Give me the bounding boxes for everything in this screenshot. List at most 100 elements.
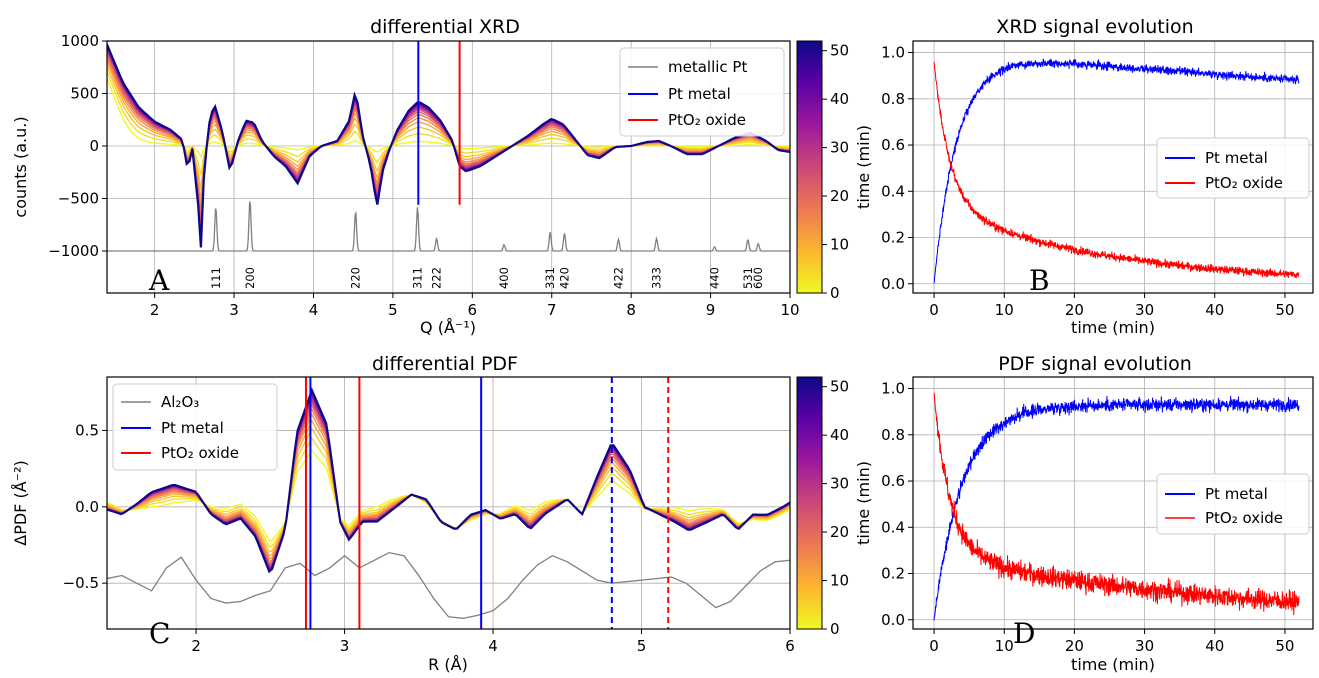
panel-pdf-evolution-letter: D bbox=[1013, 617, 1035, 650]
metallic-pt-pattern bbox=[107, 202, 790, 251]
hkl-label: 311 bbox=[411, 267, 425, 289]
panel-xrd-evolution: XRD signal evolution 0 10 20 30 40 50 0.0 0.2 0.… bbox=[881, 16, 1313, 337]
panel-pdf-evolution: PDF signal evolution 0 10 20 30 40 50 0.0 0.2 0.… bbox=[881, 353, 1313, 674]
colorbar-tick-label: 40 bbox=[830, 90, 849, 108]
colorbar-tick-label: 50 bbox=[830, 42, 849, 60]
hkl-label: 400 bbox=[497, 267, 511, 289]
x-tick-label: 20 bbox=[1065, 637, 1084, 655]
legend-label-pt-metal: Pt metal bbox=[668, 85, 731, 103]
legend-label-al2o3: Al₂O₃ bbox=[161, 393, 199, 411]
panel-xrd-colorbar-ticks: 0 10 20 30 40 50 bbox=[822, 42, 849, 302]
panel-xrd-ylabel: counts (a.u.) bbox=[11, 116, 30, 217]
panel-pdf-evolution-xlabel: time (min) bbox=[1071, 655, 1155, 674]
hkl-label: 420 bbox=[557, 267, 571, 289]
hkl-label: 111 bbox=[209, 267, 223, 289]
y-tick-label: 1.0 bbox=[881, 44, 905, 62]
x-tick-label: 0 bbox=[929, 637, 939, 655]
x-tick-label: 10 bbox=[780, 301, 799, 319]
y-tick-label: 0.8 bbox=[881, 90, 905, 108]
x-tick-label: 50 bbox=[1275, 301, 1294, 319]
y-tick-label: 0.0 bbox=[881, 275, 905, 293]
x-tick-label: 5 bbox=[388, 301, 398, 319]
panel-xrd-colorbar bbox=[797, 41, 822, 293]
panel-xrd-evolution-xlabel: time (min) bbox=[1071, 318, 1155, 337]
hkl-label: 220 bbox=[349, 267, 363, 289]
y-tick-label: 0.4 bbox=[881, 182, 905, 200]
x-tick-label: 4 bbox=[488, 637, 498, 655]
y-tick-label: 0.6 bbox=[881, 136, 905, 154]
colorbar-tick-label: 10 bbox=[830, 572, 849, 590]
panel-xrd-evolution-title: XRD signal evolution bbox=[996, 16, 1193, 38]
panel-xrd: differential XRD 111 200 220 311 222 400 331 42… bbox=[11, 16, 873, 337]
legend-label-pto2-oxide: PtO₂ oxide bbox=[1205, 174, 1283, 192]
panel-pdf-ylabel: ΔPDF (Å⁻²) bbox=[11, 460, 30, 546]
y-tick-label: 1000 bbox=[61, 32, 99, 50]
x-tick-label: 6 bbox=[785, 637, 795, 655]
x-tick-label: 2 bbox=[150, 301, 160, 319]
panel-xrd-legend: metallic Pt Pt metal PtO₂ oxide bbox=[620, 48, 784, 136]
x-tick-label: 3 bbox=[340, 637, 350, 655]
y-tick-label: 500 bbox=[70, 85, 99, 103]
hkl-label: 600 bbox=[751, 267, 765, 289]
x-tick-label: 10 bbox=[995, 637, 1014, 655]
al2o3-reference-curve bbox=[107, 553, 790, 619]
x-tick-label: 50 bbox=[1275, 637, 1294, 655]
hkl-label: 333 bbox=[650, 267, 664, 289]
y-tick-label: 0.2 bbox=[881, 229, 905, 247]
x-tick-label: 10 bbox=[995, 301, 1014, 319]
colorbar-tick-label: 30 bbox=[830, 475, 849, 493]
x-tick-label: 40 bbox=[1205, 637, 1224, 655]
colorbar-tick-label: 20 bbox=[830, 187, 849, 205]
panel-pdf-xlabel: R (Å) bbox=[428, 655, 468, 674]
y-tick-label: 0.6 bbox=[881, 472, 905, 490]
y-tick-label: 0.8 bbox=[881, 426, 905, 444]
panel-xrd-letter: A bbox=[148, 264, 170, 297]
x-tick-label: 9 bbox=[706, 301, 716, 319]
x-tick-label: 20 bbox=[1065, 301, 1084, 319]
legend-label-pt-metal: Pt metal bbox=[1205, 485, 1268, 503]
colorbar-tick-label: 20 bbox=[830, 523, 849, 541]
y-tick-label: −1000 bbox=[48, 242, 99, 260]
x-tick-label: 6 bbox=[468, 301, 478, 319]
y-tick-label: 0 bbox=[89, 137, 99, 155]
x-tick-label: 40 bbox=[1205, 301, 1224, 319]
panel-xrd-xlabel: Q (Å⁻¹) bbox=[420, 318, 476, 337]
y-tick-label: 0.2 bbox=[881, 565, 905, 583]
panel-pdf-colorbar-ticks: 0 10 20 30 40 50 bbox=[822, 378, 849, 638]
x-tick-label: 3 bbox=[229, 301, 239, 319]
hkl-label: 440 bbox=[708, 267, 722, 289]
legend-label-pto2-oxide: PtO₂ oxide bbox=[161, 444, 239, 462]
hkl-label: 222 bbox=[430, 267, 444, 289]
panel-pdf: differential PDF 2 3 4 5 6 −0.5 0.0 0.5 R (Å) Δ… bbox=[11, 353, 873, 674]
panel-pdf-title: differential PDF bbox=[372, 353, 518, 375]
colorbar-tick-label: 10 bbox=[830, 236, 849, 254]
colorbar-tick-label: 30 bbox=[830, 139, 849, 157]
legend-label-pto2-oxide: PtO₂ oxide bbox=[1205, 509, 1283, 527]
hkl-label: 200 bbox=[243, 267, 257, 289]
x-tick-label: 2 bbox=[191, 637, 201, 655]
colorbar-tick-label: 40 bbox=[830, 426, 849, 444]
panel-xrd-title: differential XRD bbox=[370, 16, 520, 38]
x-tick-label: 30 bbox=[1135, 301, 1154, 319]
legend-label-pto2-oxide: PtO₂ oxide bbox=[668, 111, 746, 129]
colorbar-tick-label: 0 bbox=[830, 620, 840, 638]
panel-pdf-evolution-legend: Pt metal PtO₂ oxide bbox=[1157, 474, 1309, 534]
x-tick-label: 0 bbox=[929, 301, 939, 319]
y-tick-label: −500 bbox=[58, 190, 99, 208]
panel-pdf-evolution-title: PDF signal evolution bbox=[998, 353, 1192, 375]
panel-pdf-legend: Al₂O₃ Pt metal PtO₂ oxide bbox=[113, 384, 277, 470]
panel-xrd-evolution-letter: B bbox=[1029, 264, 1050, 297]
y-tick-label: 1.0 bbox=[881, 380, 905, 398]
y-tick-label: 0.4 bbox=[881, 518, 905, 536]
hkl-label: 331 bbox=[543, 267, 557, 289]
panel-pdf-colorbar bbox=[797, 377, 822, 629]
colorbar-tick-label: 50 bbox=[830, 378, 849, 396]
x-tick-label: 8 bbox=[626, 301, 636, 319]
x-tick-label: 4 bbox=[309, 301, 319, 319]
y-tick-label: 0.0 bbox=[75, 498, 99, 516]
y-tick-label: 0.5 bbox=[75, 421, 99, 439]
hkl-label: 422 bbox=[611, 267, 625, 289]
panel-pdf-letter: C bbox=[149, 617, 170, 650]
legend-label-pt-metal: Pt metal bbox=[161, 419, 224, 437]
x-tick-label: 5 bbox=[637, 637, 647, 655]
